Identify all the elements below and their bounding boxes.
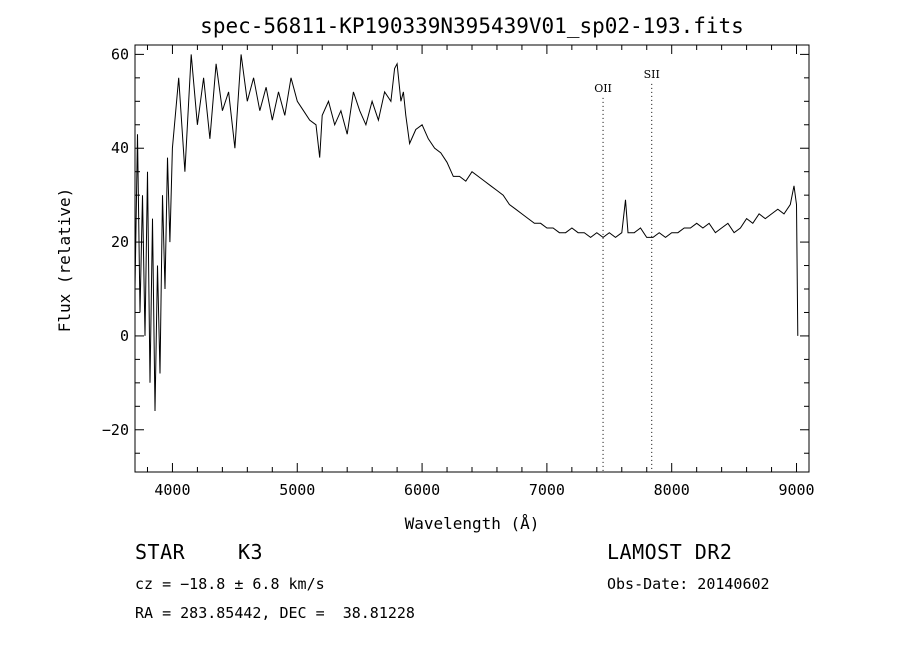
chart-title: spec-56811-KP190339N395439V01_sp02-193.f… (200, 14, 744, 38)
redshift-text: cz = −18.8 ± 6.8 km/s (135, 575, 325, 593)
line-marker-label: OII (594, 82, 612, 95)
y-tick-label: 0 (120, 327, 129, 345)
object-class: STAR (135, 540, 186, 564)
line-marker-label: SII (644, 68, 660, 81)
x-tick-label: 6000 (404, 481, 440, 499)
y-tick-label: 20 (111, 233, 129, 251)
y-tick-label: 40 (111, 139, 129, 157)
spectrum-line (134, 54, 799, 412)
x-tick-label: 7000 (529, 481, 565, 499)
x-tick-label: 9000 (778, 481, 814, 499)
x-tick-label: 8000 (654, 481, 690, 499)
coordinates-text: RA = 283.85442, DEC = 38.81228 (135, 604, 415, 622)
x-tick-label: 5000 (279, 481, 315, 499)
obs-date: Obs-Date: 20140602 (607, 575, 770, 593)
y-tick-label: −20 (102, 421, 129, 439)
survey-name: LAMOST DR2 (607, 540, 733, 564)
y-axis-label: Flux (relative) (55, 188, 74, 333)
plot-frame (134, 44, 810, 473)
x-axis-label: Wavelength (Å) (405, 514, 540, 533)
object-subclass: K3 (238, 540, 264, 564)
x-tick-label: 4000 (154, 481, 190, 499)
spectrum-chart: spec-56811-KP190339N395439V01_sp02-193.f… (55, 14, 815, 533)
y-tick-label: 60 (111, 45, 129, 63)
